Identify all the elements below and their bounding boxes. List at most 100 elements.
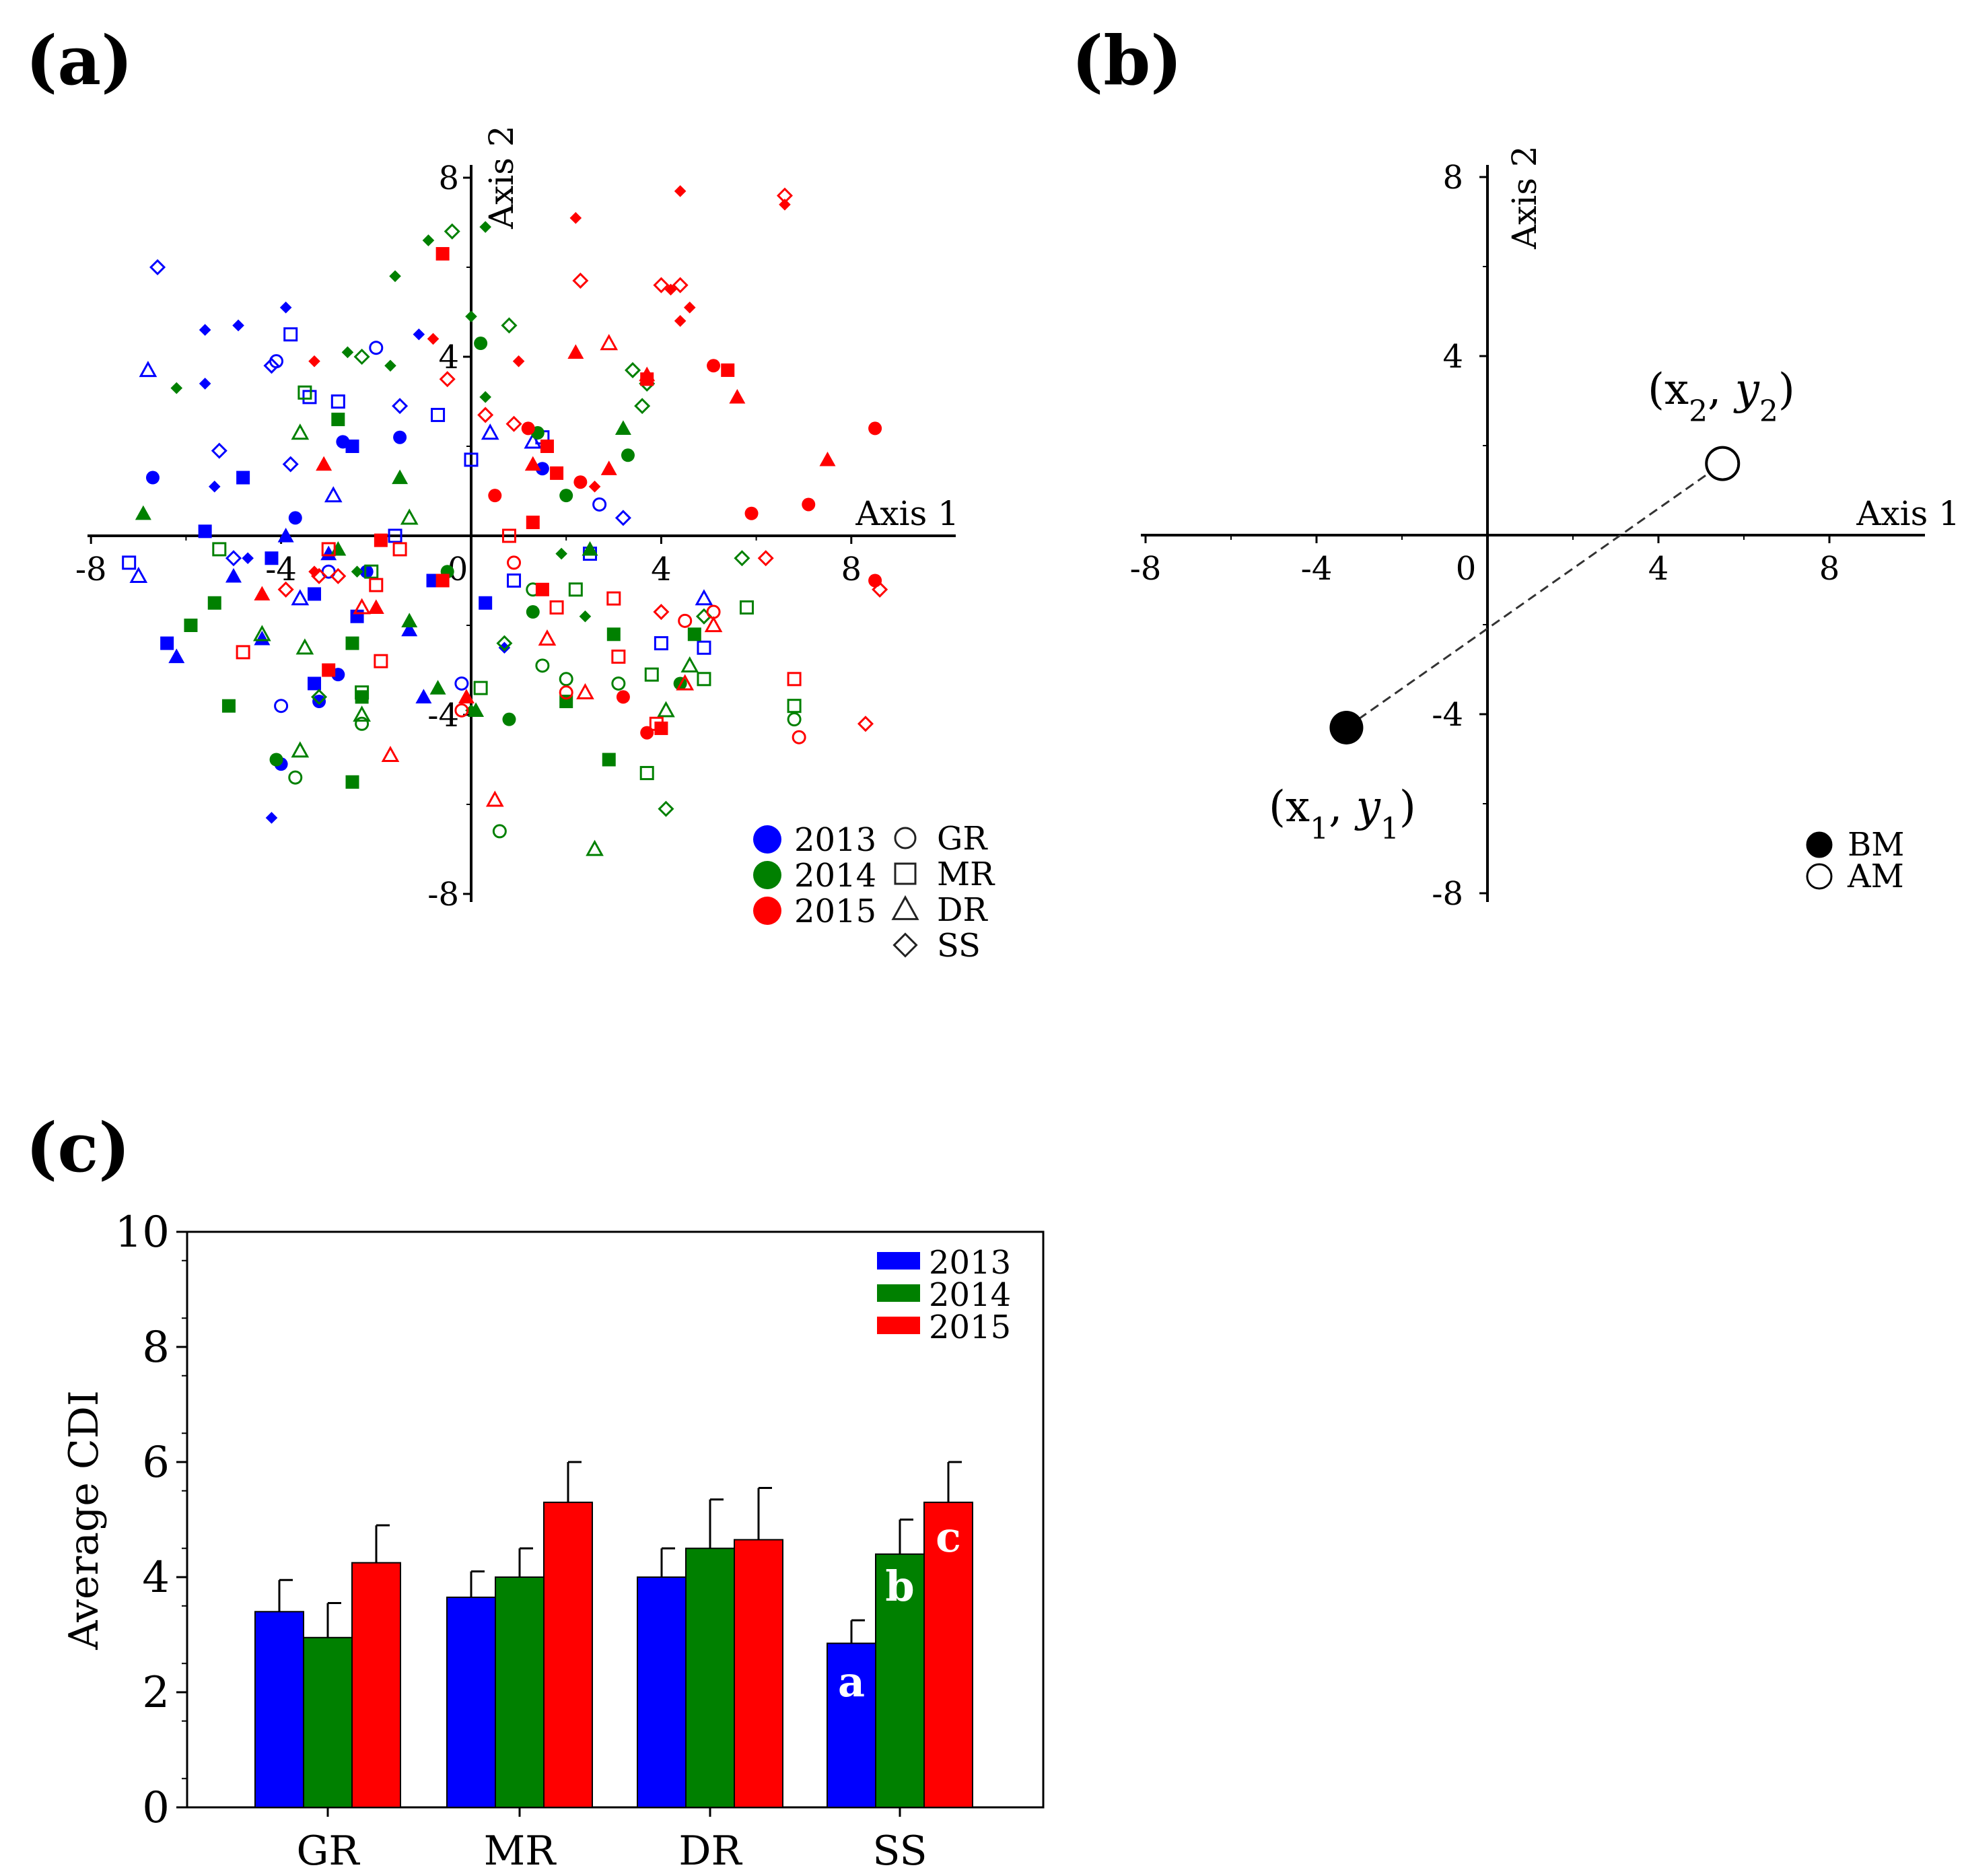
scatter-point-2013-diamond (242, 552, 254, 565)
bar-DR-2013 (637, 1576, 687, 1808)
panel-a: (a) -8 -4 0 4 884-4-8 Axis 1 Axis 2 20132014… (26, 21, 995, 965)
scatter-point-2015-circle (744, 506, 759, 520)
scatter-point-2013-diamond (413, 328, 425, 341)
scatter-point-2014-triangle (401, 613, 418, 627)
category-label-SS: SS (872, 1828, 927, 1875)
y-tick-label: 8 (1442, 159, 1463, 197)
legend-treatment-marker (891, 895, 919, 920)
y-tick-label: 2 (142, 1668, 170, 1718)
scatter-point-2013-square (507, 574, 522, 588)
scatter-point-2014-square (568, 582, 583, 597)
scatter-point-2015-circle (868, 421, 882, 436)
point-1-label-part: y (1354, 782, 1381, 832)
x-tick-label: 8 (1819, 550, 1840, 588)
scatter-point-2013-diamond (392, 398, 409, 415)
scatter-point-2015-triangle (819, 451, 836, 466)
scatter-point-2015-triangle (538, 629, 557, 646)
scatter-point-2014-diamond (465, 704, 477, 717)
legend-treatment-marker (894, 827, 917, 849)
panel-c: (c) 0 2 4 6 8 10 GR MR DR SS Average CDI abc 2013… (26, 1108, 1045, 1875)
scatter-point-2014-triangle (295, 638, 314, 655)
scatter-point-2015-triangle (353, 598, 371, 615)
legend-treatment-marker (894, 862, 917, 885)
panel-c-bars: abc (254, 1461, 973, 1809)
scatter-point-2015-square (321, 542, 336, 557)
scatter-point-2015-square (369, 578, 384, 592)
scatter-point-2014-square (787, 699, 802, 714)
scatter-point-2015-square (787, 672, 802, 687)
panel-b-content: (x1, y1)(x2, y2) (1269, 365, 1795, 846)
point-2-label-part: 2 (1689, 394, 1708, 429)
scatter-point-2015-diamond (569, 212, 582, 224)
scatter-point-2013-diamond (225, 550, 242, 567)
scatter-point-2015-diamond (330, 567, 347, 584)
scatter-point-2013-square (122, 555, 137, 570)
legend-year-marker (753, 897, 781, 925)
scatter-point-2014-triangle (400, 508, 419, 525)
panel-c-label: (c) (26, 1108, 131, 1187)
scatter-point-2013-square (265, 551, 279, 565)
scatter-point-2014-diamond (389, 270, 401, 283)
scatter-point-2015-triangle (485, 790, 504, 807)
x-tick-label: 4 (651, 551, 672, 588)
scatter-point-2013-square (345, 440, 359, 453)
scatter-point-2015-circle (521, 421, 535, 436)
bar-DR-2014 (685, 1548, 735, 1808)
scatter-point-2014-diamond (579, 610, 592, 623)
scatter-point-2013-triangle (481, 423, 499, 440)
scatter-point-2015-square (721, 363, 735, 377)
scatter-point-2013-square (697, 640, 711, 655)
legend-treatment-label: SS (937, 927, 981, 965)
scatter-point-2013-square (283, 327, 298, 342)
legend-year-label: 2014 (794, 857, 876, 895)
scatter-point-2015-triangle (524, 456, 541, 471)
scatter-point-2014-square (355, 690, 369, 704)
scatter-point-2014-circle (787, 712, 802, 727)
scatter-point-2014-diamond (496, 635, 513, 652)
scatter-point-2015-circle (616, 690, 630, 704)
scatter-point-2014-triangle (582, 541, 598, 556)
scatter-point-2013-diamond (199, 378, 211, 390)
bar-SS-2014 (875, 1553, 925, 1809)
scatter-point-2015-diamond (857, 716, 874, 732)
scatter-point-2013-square (302, 390, 317, 405)
scatter-point-2013-square (464, 452, 479, 467)
scatter-point-2015-triangle (316, 456, 332, 471)
x-tick-label: -8 (75, 551, 107, 588)
scatter-point-2015-diamond (512, 355, 525, 368)
category-label-GR: GR (296, 1828, 360, 1875)
scatter-point-2014-circle (621, 448, 635, 462)
scatter-point-2013-circle (535, 462, 549, 476)
legend-treatment-marker (892, 932, 918, 958)
point-1-label-part: (x (1269, 782, 1310, 832)
scatter-point-2014-square (639, 765, 654, 780)
legend-treatment-label: DR (937, 891, 988, 929)
scatter-point-2013-triangle (524, 432, 542, 449)
scatter-point-2015-square (611, 650, 626, 664)
scatter-point-2013-square (479, 596, 493, 610)
scatter-point-2014-triangle (353, 705, 371, 722)
scatter-point-2013-diamond (615, 510, 631, 526)
scatter-point-2014-diamond (734, 550, 750, 567)
scatter-point-2013-circle (454, 676, 469, 691)
scatter-point-2015-circle (488, 489, 502, 503)
y-tick-label: 8 (142, 1323, 170, 1373)
scatter-point-2015-diamond (653, 277, 670, 293)
scatter-point-2015-diamond (505, 415, 522, 432)
scatter-point-2014-triangle (291, 741, 310, 758)
scatter-point-2014-diamond (479, 221, 491, 233)
scatter-point-2013-circle (312, 695, 326, 709)
point-am (1705, 446, 1741, 481)
panel-a-points (122, 185, 888, 856)
scatter-point-2013-square (330, 394, 345, 409)
scatter-point-2013-circle (592, 497, 607, 512)
scatter-point-2014-square (364, 564, 379, 579)
scatter-point-2013-circle (369, 341, 384, 355)
scatter-point-2014-square (602, 753, 616, 767)
scatter-point-2014-circle (559, 489, 573, 503)
scatter-point-2013-square (308, 587, 322, 601)
scatter-point-2015-diamond (439, 371, 456, 388)
scatter-point-2013-square (236, 471, 250, 485)
scatter-point-2014-circle (535, 658, 550, 673)
